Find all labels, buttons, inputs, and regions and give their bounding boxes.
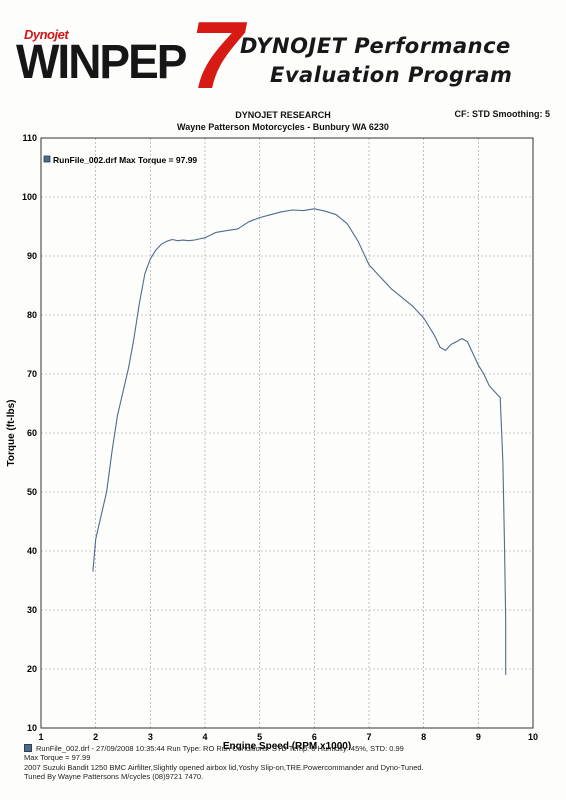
y-tick-label: 110 (22, 133, 37, 143)
program-title-line1: DYNOJET Performance (240, 34, 511, 58)
run-swatch-icon (24, 744, 32, 752)
research-title: DYNOJET RESEARCH (235, 110, 331, 120)
x-tick-label: 10 (528, 732, 538, 742)
y-tick-label: 90 (27, 251, 37, 261)
y-tick-label: 80 (27, 310, 37, 320)
tuner-note: Tuned By Wayne Pattersons M/cycles (08)9… (24, 772, 204, 782)
max-torque-note: Max Torque = 97.99 (24, 753, 91, 763)
x-tick-label: 3 (148, 732, 153, 742)
torque-curve (92, 208, 507, 675)
x-tick-label: 4 (202, 732, 207, 742)
y-axis-label: Torque (ft-lbs) (6, 399, 17, 466)
logo-dynojet-small: Dynojet (24, 27, 69, 42)
header: Dynojet WINPEP 7 DYNOJET Performance Eva… (0, 0, 566, 105)
bike-mods-note: 2007 Suzuki Bandit 1250 BMC Airfilter,Sl… (24, 762, 424, 772)
torque-chart: 1 2 3 4 5 6 7 8 9 10 10 20 30 40 50 60 70 80 90 100 110 Engin… (6, 133, 538, 750)
x-tick-label: 1 (38, 732, 43, 742)
x-tick-label: 8 (421, 732, 426, 742)
run-info: RunFile_002.drf - 27/09/2008 10:35:44 Ru… (36, 744, 404, 753)
legend-swatch-icon (43, 155, 51, 163)
y-tick-label: 100 (22, 192, 37, 202)
y-tick-label: 50 (27, 487, 37, 497)
x-tick-label: 6 (312, 732, 317, 742)
program-title-line2: Evaluation Program (270, 63, 513, 87)
legend-entry: RunFile_002.drf Max Torque = 97.99 (53, 155, 197, 165)
logo-winpep: WINPEP (16, 33, 187, 89)
x-tick-label: 5 (257, 732, 262, 742)
y-tick-label: 40 (27, 546, 37, 556)
y-tick-label: 20 (27, 664, 37, 674)
x-tick-label: 2 (93, 732, 98, 742)
y-tick-label: 30 (27, 605, 37, 615)
x-tick-label: 7 (366, 732, 371, 742)
y-tick-label: 60 (27, 428, 37, 438)
run-notes: RunFile_002.drf - 27/09/2008 10:35:44 Ru… (24, 744, 554, 782)
y-tick-label: 10 (27, 723, 37, 733)
logo-seven: 7 (190, 2, 244, 109)
x-axis-label: Engine Speed (RPM x1000) (223, 741, 351, 750)
x-tick-label: 9 (476, 732, 481, 742)
cf-smoothing-label: CF: STD Smoothing: 5 (454, 109, 551, 119)
y-tick-label: 70 (27, 369, 37, 379)
dealer-subtitle: Wayne Patterson Motorcycles - Bunbury WA… (177, 122, 389, 132)
plot-frame (40, 137, 534, 729)
